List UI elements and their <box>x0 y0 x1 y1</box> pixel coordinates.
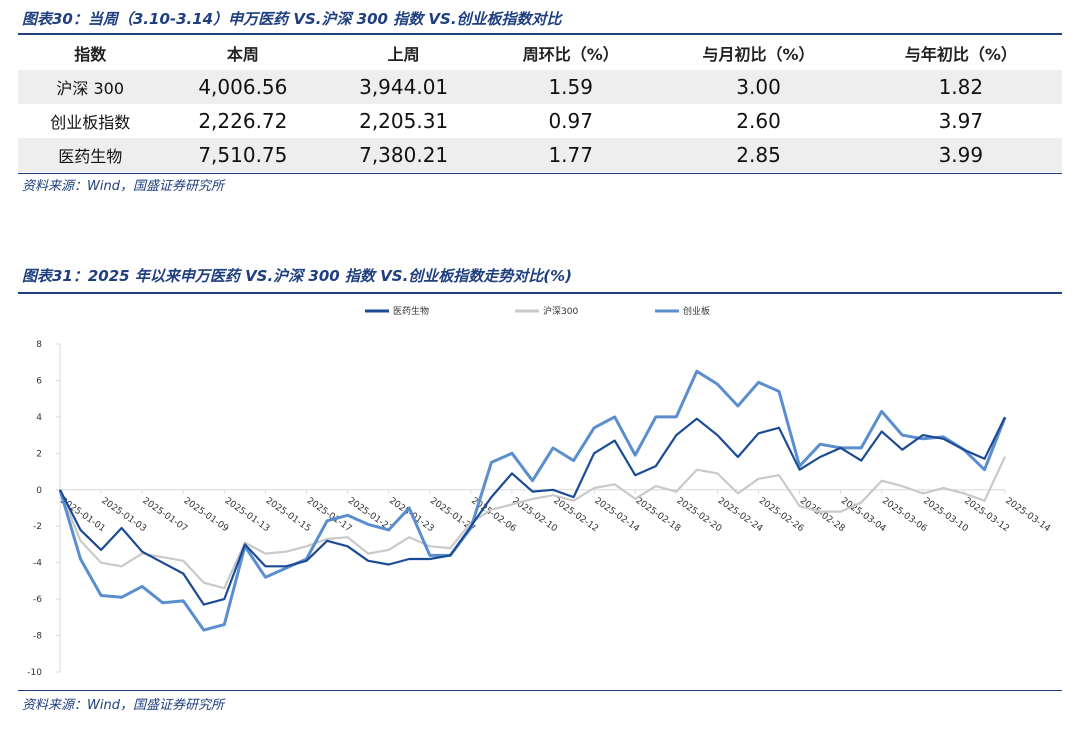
table-cell: 1.59 <box>484 70 658 104</box>
table-cell: 3.97 <box>938 109 984 133</box>
x-tick-label: 2025-02-14 <box>592 496 641 534</box>
table-cell: 7,510.75 <box>162 138 324 172</box>
x-tick-label: 2025-02-20 <box>675 496 724 534</box>
y-tick-label: 6 <box>36 376 42 386</box>
y-tick-label: -8 <box>33 632 42 642</box>
header-row: 指数 本周 上周 周环比（%） 与月初比（%） 与年初比（%） <box>18 36 1062 70</box>
y-tick-label: -6 <box>33 595 42 605</box>
table-cell: 2.85 <box>657 138 860 172</box>
x-tick-label: 2025-03-14 <box>1003 496 1052 534</box>
header-cell: 与年初比（%） <box>904 45 1017 64</box>
table-rule <box>18 173 1062 174</box>
table-row: 沪深 300 4,006.56 3,944.01 1.59 3.00 1.82 <box>18 70 1062 104</box>
y-tick-label: 8 <box>36 340 42 350</box>
x-tick-label: 2025-01-13 <box>223 496 272 534</box>
table-cell: 2,226.72 <box>198 109 288 133</box>
table-cell: 3.99 <box>859 138 1062 172</box>
table-cell: 4,006.56 <box>162 70 324 104</box>
table-row: 医药生物 7,510.75 7,380.21 1.77 2.85 3.99 <box>18 138 1062 172</box>
y-tick-label: 0 <box>36 486 42 496</box>
y-tick-label: -2 <box>33 522 42 532</box>
x-tick-label: 2025-02-06 <box>469 496 518 534</box>
table-cell: 7,380.21 <box>323 138 485 172</box>
x-tick-label: 2025-02-26 <box>757 496 806 534</box>
table-source: 资料来源：Wind，国盛证券研究所 <box>22 179 224 194</box>
header-cell: 指数 <box>74 45 107 64</box>
table-cell: 3.00 <box>657 70 860 104</box>
x-tick-label: 2025-03-06 <box>880 496 929 534</box>
x-tick-label: 2025-02-24 <box>716 496 765 534</box>
series-line <box>58 456 1006 590</box>
legend-label: 医药生物 <box>393 305 429 317</box>
x-tick-label: 2025-01-09 <box>182 496 231 534</box>
series-line <box>59 416 1006 606</box>
x-tick-label: 2025-02-18 <box>633 496 682 534</box>
table-cell: 2.60 <box>736 109 781 133</box>
header-cell: 与月初比（%） <box>702 45 815 64</box>
table-cell: 1.82 <box>859 70 1062 104</box>
x-tick-label: 2025-01-15 <box>264 496 313 534</box>
y-tick-label: -4 <box>33 559 42 569</box>
y-tick-label: 4 <box>36 413 42 423</box>
table-cell: 创业板指数 <box>50 113 131 132</box>
table-cell: 3,944.01 <box>323 70 485 104</box>
header-cell: 上周 <box>387 45 420 64</box>
x-tick-label: 2025-02-12 <box>551 496 600 534</box>
table-cell: 沪深 300 <box>18 70 163 104</box>
x-tick-label: 2025-03-12 <box>962 496 1011 534</box>
title-rule <box>18 33 1062 35</box>
x-tick-label: 2025-01-03 <box>99 496 148 534</box>
x-tick-label: 2025-02-28 <box>798 496 847 534</box>
legend-label: 沪深300 <box>543 305 578 317</box>
y-tick-label: 2 <box>36 449 42 459</box>
index-table: 指数 本周 上周 周环比（%） 与月初比（%） 与年初比（%） 沪深 300 4,006.56… <box>18 36 1062 172</box>
chart-source: 资料来源：Wind，国盛证券研究所 <box>22 698 224 713</box>
table-row: 创业板指数 2,226.72 2,205.31 0.97 2.60 3.97 <box>18 104 1062 138</box>
series-line <box>58 369 1007 632</box>
legend-label: 创业板 <box>683 305 710 317</box>
title-rule <box>18 292 1062 294</box>
header-cell: 本周 <box>226 45 259 64</box>
chart: -10-8-6-4-2024682025-01-012025-01-032025… <box>27 305 1052 678</box>
table-cell: 0.97 <box>548 109 593 133</box>
table-cell: 医药生物 <box>18 138 163 172</box>
table-title: 图表30：当周（3.10-3.14）申万医药 VS.沪深 300 指数 VS.创… <box>22 10 562 28</box>
header-cell: 周环比（%） <box>522 45 619 64</box>
chart-rule <box>18 690 1062 691</box>
table-cell: 2,205.31 <box>359 109 449 133</box>
y-tick-label: -10 <box>27 668 42 678</box>
x-tick-label: 2025-01-07 <box>140 496 189 534</box>
x-tick-label: 2025-03-10 <box>921 496 970 534</box>
table-cell: 1.77 <box>484 138 658 172</box>
chart-title: 图表31：2025 年以来申万医药 VS.沪深 300 指数 VS.创业板指数走… <box>22 267 573 285</box>
